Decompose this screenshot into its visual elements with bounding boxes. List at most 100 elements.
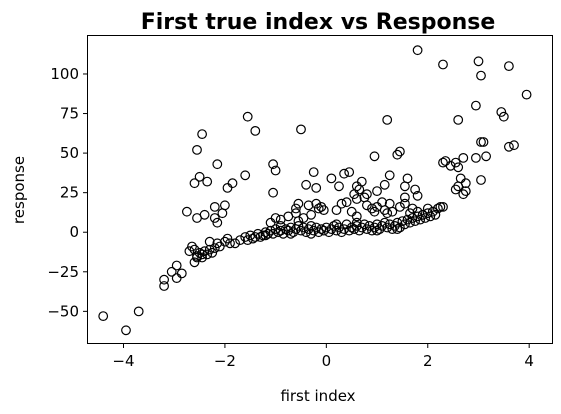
data-point	[351, 194, 362, 204]
data-point	[263, 228, 273, 239]
data-point	[336, 198, 347, 209]
data-point	[98, 311, 109, 322]
data-point	[270, 224, 281, 235]
data-point	[209, 213, 220, 223]
data-point	[379, 179, 390, 190]
data-point	[171, 260, 182, 271]
data-point	[334, 181, 344, 192]
data-point	[405, 208, 415, 219]
data-point	[258, 230, 268, 241]
data-point	[285, 228, 296, 239]
data-point	[222, 182, 233, 193]
data-point	[291, 203, 301, 214]
data-point	[430, 209, 441, 220]
data-point	[407, 213, 418, 223]
y-axis-label: response	[10, 156, 28, 224]
data-point	[227, 178, 238, 189]
data-point	[349, 224, 360, 235]
data-point	[240, 170, 251, 181]
data-point	[392, 217, 403, 228]
data-point	[384, 170, 395, 181]
data-point	[209, 243, 220, 254]
data-point	[260, 227, 271, 238]
data-point	[362, 200, 372, 211]
data-point	[458, 152, 469, 163]
data-point	[471, 152, 481, 163]
data-point	[219, 200, 230, 211]
data-point	[331, 225, 342, 236]
data-point	[417, 209, 428, 220]
data-point	[306, 220, 317, 231]
data-point	[204, 244, 215, 255]
data-point	[412, 206, 423, 217]
x-axis-label: first index	[280, 387, 355, 405]
data-point	[504, 141, 514, 152]
data-point	[438, 59, 448, 70]
y-tick-label: 25	[60, 184, 79, 202]
data-point	[204, 236, 215, 247]
data-point	[496, 107, 507, 117]
data-point	[184, 246, 195, 257]
x-tick-label: 4	[524, 352, 534, 370]
data-point	[379, 205, 390, 216]
data-point	[395, 222, 405, 233]
data-point	[440, 156, 451, 166]
data-point	[268, 187, 279, 198]
y-axis-ticks: −50 −25 0 25 50 75 100	[47, 65, 88, 320]
data-point	[412, 45, 423, 56]
data-point	[504, 61, 514, 71]
data-point	[364, 220, 375, 231]
data-point	[316, 201, 327, 212]
data-point	[217, 208, 228, 219]
data-point	[450, 184, 461, 195]
data-point	[422, 203, 433, 214]
data-point	[301, 179, 312, 190]
data-point	[298, 222, 309, 233]
data-point	[372, 186, 382, 197]
data-point	[341, 219, 352, 230]
data-point	[252, 228, 263, 239]
data-point	[313, 227, 324, 238]
y-tick-label: 0	[69, 223, 79, 241]
data-point	[498, 111, 509, 122]
data-point	[240, 232, 251, 242]
data-point	[453, 114, 464, 125]
data-point	[212, 238, 223, 249]
data-point	[181, 206, 192, 217]
data-point	[339, 224, 350, 235]
data-point	[382, 114, 393, 125]
data-point	[460, 186, 471, 197]
data-point	[387, 206, 398, 217]
y-tick-label: −25	[47, 263, 79, 281]
data-point	[189, 178, 200, 189]
data-point	[351, 211, 362, 222]
data-point	[402, 214, 413, 225]
data-point	[293, 216, 304, 227]
y-tick-label: 75	[60, 105, 79, 123]
data-point	[235, 235, 246, 246]
data-point	[478, 137, 489, 147]
data-point	[339, 168, 350, 179]
data-point	[344, 225, 355, 236]
data-point	[326, 173, 337, 184]
data-point	[481, 151, 492, 162]
data-point	[260, 230, 271, 241]
data-point	[362, 189, 372, 200]
data-point	[359, 219, 370, 230]
x-tick-label: 0	[322, 352, 332, 370]
data-point	[372, 225, 382, 236]
data-point	[438, 201, 448, 212]
x-tick-label: −4	[112, 352, 134, 370]
data-point	[324, 227, 334, 238]
data-point	[351, 217, 362, 228]
data-point	[445, 160, 456, 171]
data-point	[405, 217, 415, 228]
data-point	[303, 200, 314, 211]
data-point	[187, 241, 197, 252]
data-point	[433, 203, 443, 214]
data-point	[209, 201, 220, 212]
data-point	[344, 167, 355, 178]
data-point	[397, 216, 408, 227]
data-point	[230, 238, 241, 249]
